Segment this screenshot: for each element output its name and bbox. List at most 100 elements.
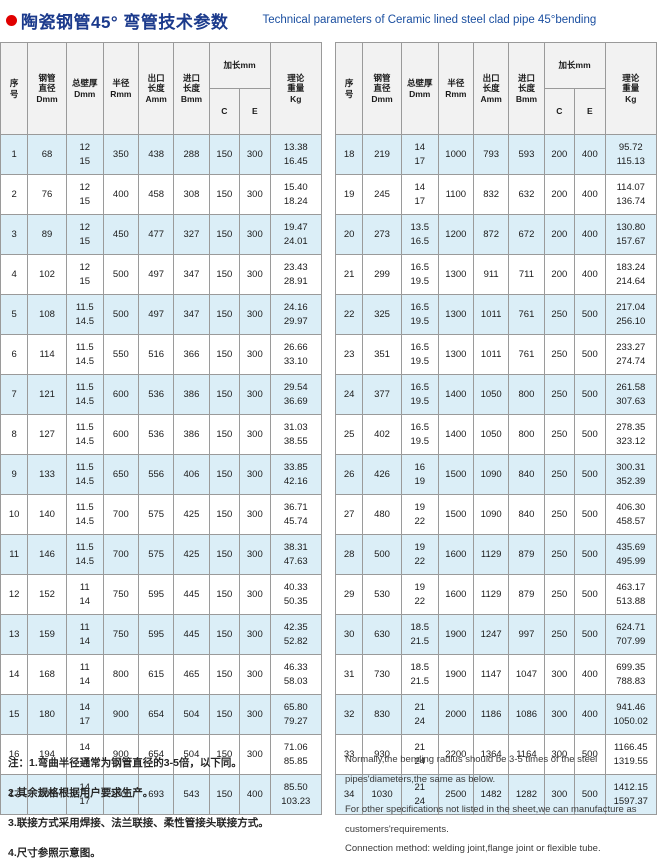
cell-inlet-length: 800 xyxy=(508,414,545,455)
cell-extension-c: 150 xyxy=(208,654,241,695)
cell-wall-thickness: 18.5 21.5 xyxy=(400,614,439,655)
table-row: 5 108 11.5 14.5 500 497 347 150 300 24.16 29.97 xyxy=(0,294,323,335)
note-en-3: For other specifications not listed in t… xyxy=(345,804,637,816)
col-header-extension-group: 加长mm xyxy=(208,42,271,89)
page-title: 陶瓷钢管45° 弯管技术参数 Technical parameters of C… xyxy=(0,6,657,34)
cell-diameter: 89 xyxy=(27,214,67,255)
notes-spacer-2 xyxy=(345,860,657,867)
cell-extension-e: 400 xyxy=(574,214,606,255)
cell-theoretical-weight: 261.58 307.63 xyxy=(604,374,657,415)
footer-notes: 注：1.弯曲半径通常为钢管直径的3-5倍，以下同。 2.其余规格根据用户要求生产… xyxy=(0,754,657,867)
col-header-wall-thickness: 总壁厚 Dmm xyxy=(65,42,104,135)
cell-theoretical-weight: 941.46 1050.02 xyxy=(604,694,657,735)
cell-index: 10 xyxy=(0,494,29,535)
cell-extension-c: 300 xyxy=(543,694,576,735)
cell-inlet-length: 445 xyxy=(173,614,210,655)
cell-index: 5 xyxy=(0,294,29,335)
cell-radius: 800 xyxy=(102,654,140,695)
cell-theoretical-weight: 33.85 42.16 xyxy=(269,454,323,495)
cell-inlet-length: 406 xyxy=(173,454,210,495)
table-row: 10 140 11.5 14.5 700 575 425 150 300 36.71 45.74 xyxy=(0,494,323,535)
header-row-sub: C E xyxy=(1,88,322,135)
cell-extension-c: 150 xyxy=(208,374,241,415)
cell-extension-c: 150 xyxy=(208,774,241,815)
col-header-diameter: 钢管 直径 Dmm xyxy=(362,42,402,135)
cell-extension-e: 500 xyxy=(574,534,606,575)
cell-index: 1 xyxy=(0,134,29,175)
cell-extension-c: 200 xyxy=(543,134,576,175)
cell-theoretical-weight: 15.40 18.24 xyxy=(269,174,323,215)
table-row: 13 159 11 14 750 595 445 150 300 42.35 52.82 xyxy=(0,614,323,655)
cell-diameter: 140 xyxy=(27,494,67,535)
cell-wall-thickness: 19 22 xyxy=(400,574,439,615)
cell-index: 7 xyxy=(0,374,29,415)
cell-wall-thickness: 13.5 16.5 xyxy=(400,214,439,255)
cell-outlet-length: 1090 xyxy=(472,494,510,535)
cell-index: 2 xyxy=(0,174,29,215)
col-header-index: 序 号 xyxy=(334,42,364,135)
cell-index: 28 xyxy=(334,534,364,575)
cell-extension-e: 300 xyxy=(239,534,271,575)
cell-wall-thickness: 14 17 xyxy=(400,174,439,215)
table-row: 33 930 21 24 2200 1364 1164 300 500 1166.45 1319.5… xyxy=(334,734,657,775)
cell-wall-thickness: 11.5 14.5 xyxy=(65,414,104,455)
note-cn-4: 4.尺寸参照示意图。 xyxy=(8,847,101,859)
cell-radius: 1200 xyxy=(437,214,475,255)
cell-radius: 1600 xyxy=(437,534,475,575)
table-row: 8 127 11.5 14.5 600 536 386 150 300 31.03 38.55 xyxy=(0,414,323,455)
table-row: 16 194 14 17 900 654 504 150 300 71.06 85.85 xyxy=(0,734,323,775)
cell-extension-e: 500 xyxy=(574,294,606,335)
spec-table-right: 序 号 钢管 直径 Dmm 总壁厚 Dmm 半径 xyxy=(334,42,657,815)
cell-extension-e: 500 xyxy=(574,454,606,495)
cell-radius: 600 xyxy=(102,374,140,415)
cell-theoretical-weight: 95.72 115.13 xyxy=(604,134,657,175)
cell-extension-e: 300 xyxy=(239,414,271,455)
cell-theoretical-weight: 24.16 29.97 xyxy=(269,294,323,335)
col-header-radius: 半径 Rmm xyxy=(102,42,140,135)
cell-wall-thickness: 12 15 xyxy=(65,254,104,295)
cell-theoretical-weight: 1412.15 1597.37 xyxy=(604,774,657,815)
cell-outlet-length: 595 xyxy=(137,574,175,615)
table-row: 20 273 13.5 16.5 1200 872 672 200 400 130.80 157.6… xyxy=(334,214,657,255)
table-row: 22 325 16.5 19.5 1300 1011 761 250 500 217.04 256.… xyxy=(334,294,657,335)
cell-extension-c: 150 xyxy=(208,254,241,295)
cell-extension-c: 150 xyxy=(208,694,241,735)
cell-extension-c: 150 xyxy=(208,174,241,215)
cell-theoretical-weight: 42.35 52.82 xyxy=(269,614,323,655)
col-header-extension-group: 加长mm xyxy=(543,42,606,89)
table-row: 26 426 16 19 1500 1090 840 250 500 300.31 352.39 xyxy=(334,454,657,495)
cell-theoretical-weight: 278.35 323.12 xyxy=(604,414,657,455)
cell-inlet-length: 288 xyxy=(173,134,210,175)
cell-inlet-length: 504 xyxy=(173,734,210,775)
red-bullet-icon xyxy=(6,14,17,26)
cell-extension-e: 400 xyxy=(574,254,606,295)
cell-wall-thickness: 11.5 14.5 xyxy=(65,454,104,495)
table-row: 14 168 11 14 800 615 465 150 300 46.33 58.03 xyxy=(0,654,323,695)
cell-wall-thickness: 16.5 19.5 xyxy=(400,414,439,455)
cell-extension-c: 250 xyxy=(543,334,576,375)
cell-extension-e: 300 xyxy=(239,214,271,255)
table-row: 28 500 19 22 1600 1129 879 250 500 435.69 495.99 xyxy=(334,534,657,575)
cell-extension-e: 500 xyxy=(574,494,606,535)
cell-theoretical-weight: 19.47 24.01 xyxy=(269,214,323,255)
cell-wall-thickness: 12 15 xyxy=(65,134,104,175)
cell-extension-c: 150 xyxy=(208,614,241,655)
cell-outlet-length: 1147 xyxy=(472,654,510,695)
cell-theoretical-weight: 624.71 707.99 xyxy=(604,614,657,655)
table-row: 27 480 19 22 1500 1090 840 250 500 406.30 458.57 xyxy=(334,494,657,535)
table-row: 17 203 14 17 1000 693 543 150 400 85.50 103.23 xyxy=(0,774,323,815)
cell-theoretical-weight: 114.07 136.74 xyxy=(604,174,657,215)
cell-index: 30 xyxy=(334,614,364,655)
cell-inlet-length: 761 xyxy=(508,334,545,375)
cell-index: 34 xyxy=(334,774,364,815)
cell-theoretical-weight: 130.80 157.67 xyxy=(604,214,657,255)
cell-wall-thickness: 11.5 14.5 xyxy=(65,294,104,335)
cell-radius: 600 xyxy=(102,414,140,455)
cell-radius: 2500 xyxy=(437,774,475,815)
cell-extension-e: 500 xyxy=(574,574,606,615)
cell-extension-c: 250 xyxy=(543,494,576,535)
table-body-left: 1 68 12 15 350 438 288 150 300 13.38 16.45 2 76 12 15 4… xyxy=(0,134,323,815)
cell-outlet-length: 477 xyxy=(137,214,175,255)
cell-wall-thickness: 16.5 19.5 xyxy=(400,334,439,375)
